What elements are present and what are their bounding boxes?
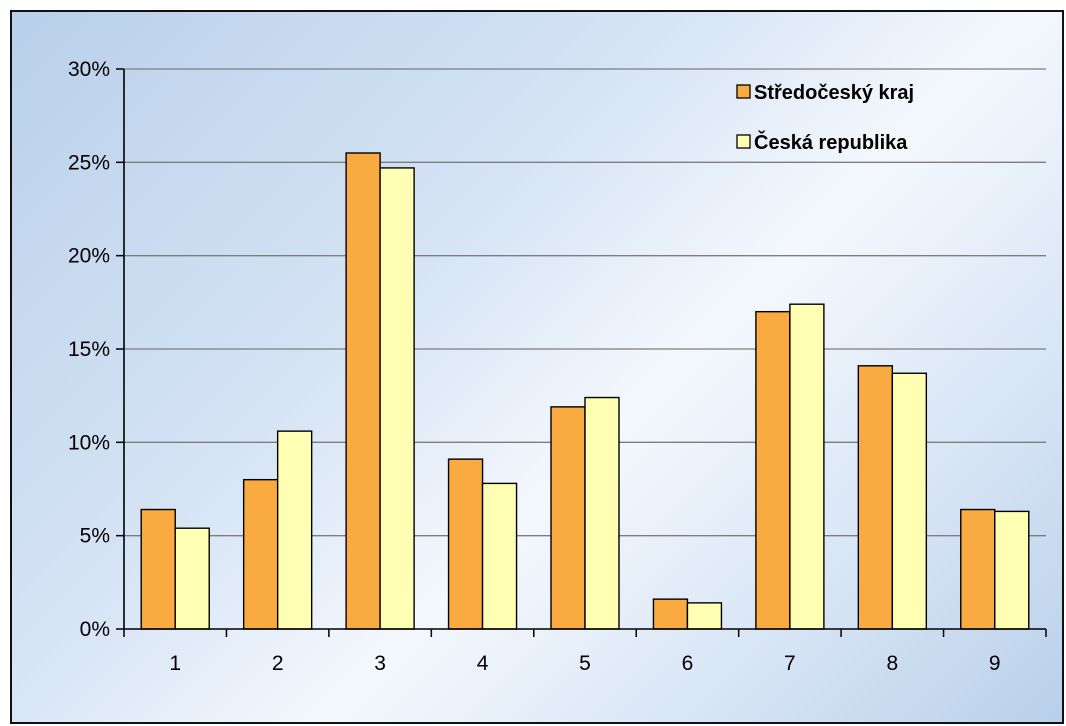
bar <box>550 406 586 630</box>
bar <box>960 508 996 630</box>
bar <box>447 458 484 630</box>
legend-swatch <box>736 84 751 99</box>
bar <box>276 430 313 630</box>
bar <box>140 508 176 630</box>
y-tick-label: 0% <box>80 618 110 641</box>
y-tick-label: 15% <box>68 338 110 361</box>
x-tick-label: 2 <box>272 652 284 675</box>
bar <box>242 478 279 630</box>
legend-swatch <box>736 134 751 149</box>
y-tick-label: 25% <box>68 151 110 174</box>
bar <box>481 482 518 630</box>
bar <box>891 372 928 630</box>
bar <box>345 152 381 630</box>
bar <box>789 303 825 630</box>
legend-label: Česká republika <box>754 130 908 154</box>
bar <box>379 167 415 630</box>
bar-chart: 0% 5% 10% 15% 20% 25% 30% 1 2 3 4 5 6 7 8 9 Středočesk… <box>68 58 1047 675</box>
y-tick-label: 10% <box>68 431 110 454</box>
x-tick-label: 5 <box>579 652 591 675</box>
chart-area: 0% 5% 10% 15% 20% 25% 30% 1 2 3 4 5 6 7 8 9 Středočesk… <box>10 10 1064 724</box>
x-tick-label: 4 <box>477 652 489 675</box>
x-tick-label: 9 <box>989 652 1001 675</box>
y-tick-label: 20% <box>68 245 110 268</box>
legend-label: Středočeský kraj <box>754 82 914 104</box>
bar <box>686 602 723 630</box>
y-tick-label: 30% <box>68 58 110 81</box>
bar <box>174 527 210 630</box>
x-tick-label: 8 <box>886 652 898 675</box>
bar <box>652 598 689 630</box>
x-tick-label: 6 <box>682 652 694 675</box>
bar <box>857 365 894 630</box>
y-tick-label: 5% <box>80 525 110 548</box>
bar <box>584 396 620 630</box>
bar <box>755 310 791 630</box>
x-tick-label: 1 <box>169 652 181 675</box>
x-tick-label: 7 <box>784 652 796 675</box>
bar <box>994 510 1030 630</box>
x-tick-label: 3 <box>374 652 386 675</box>
